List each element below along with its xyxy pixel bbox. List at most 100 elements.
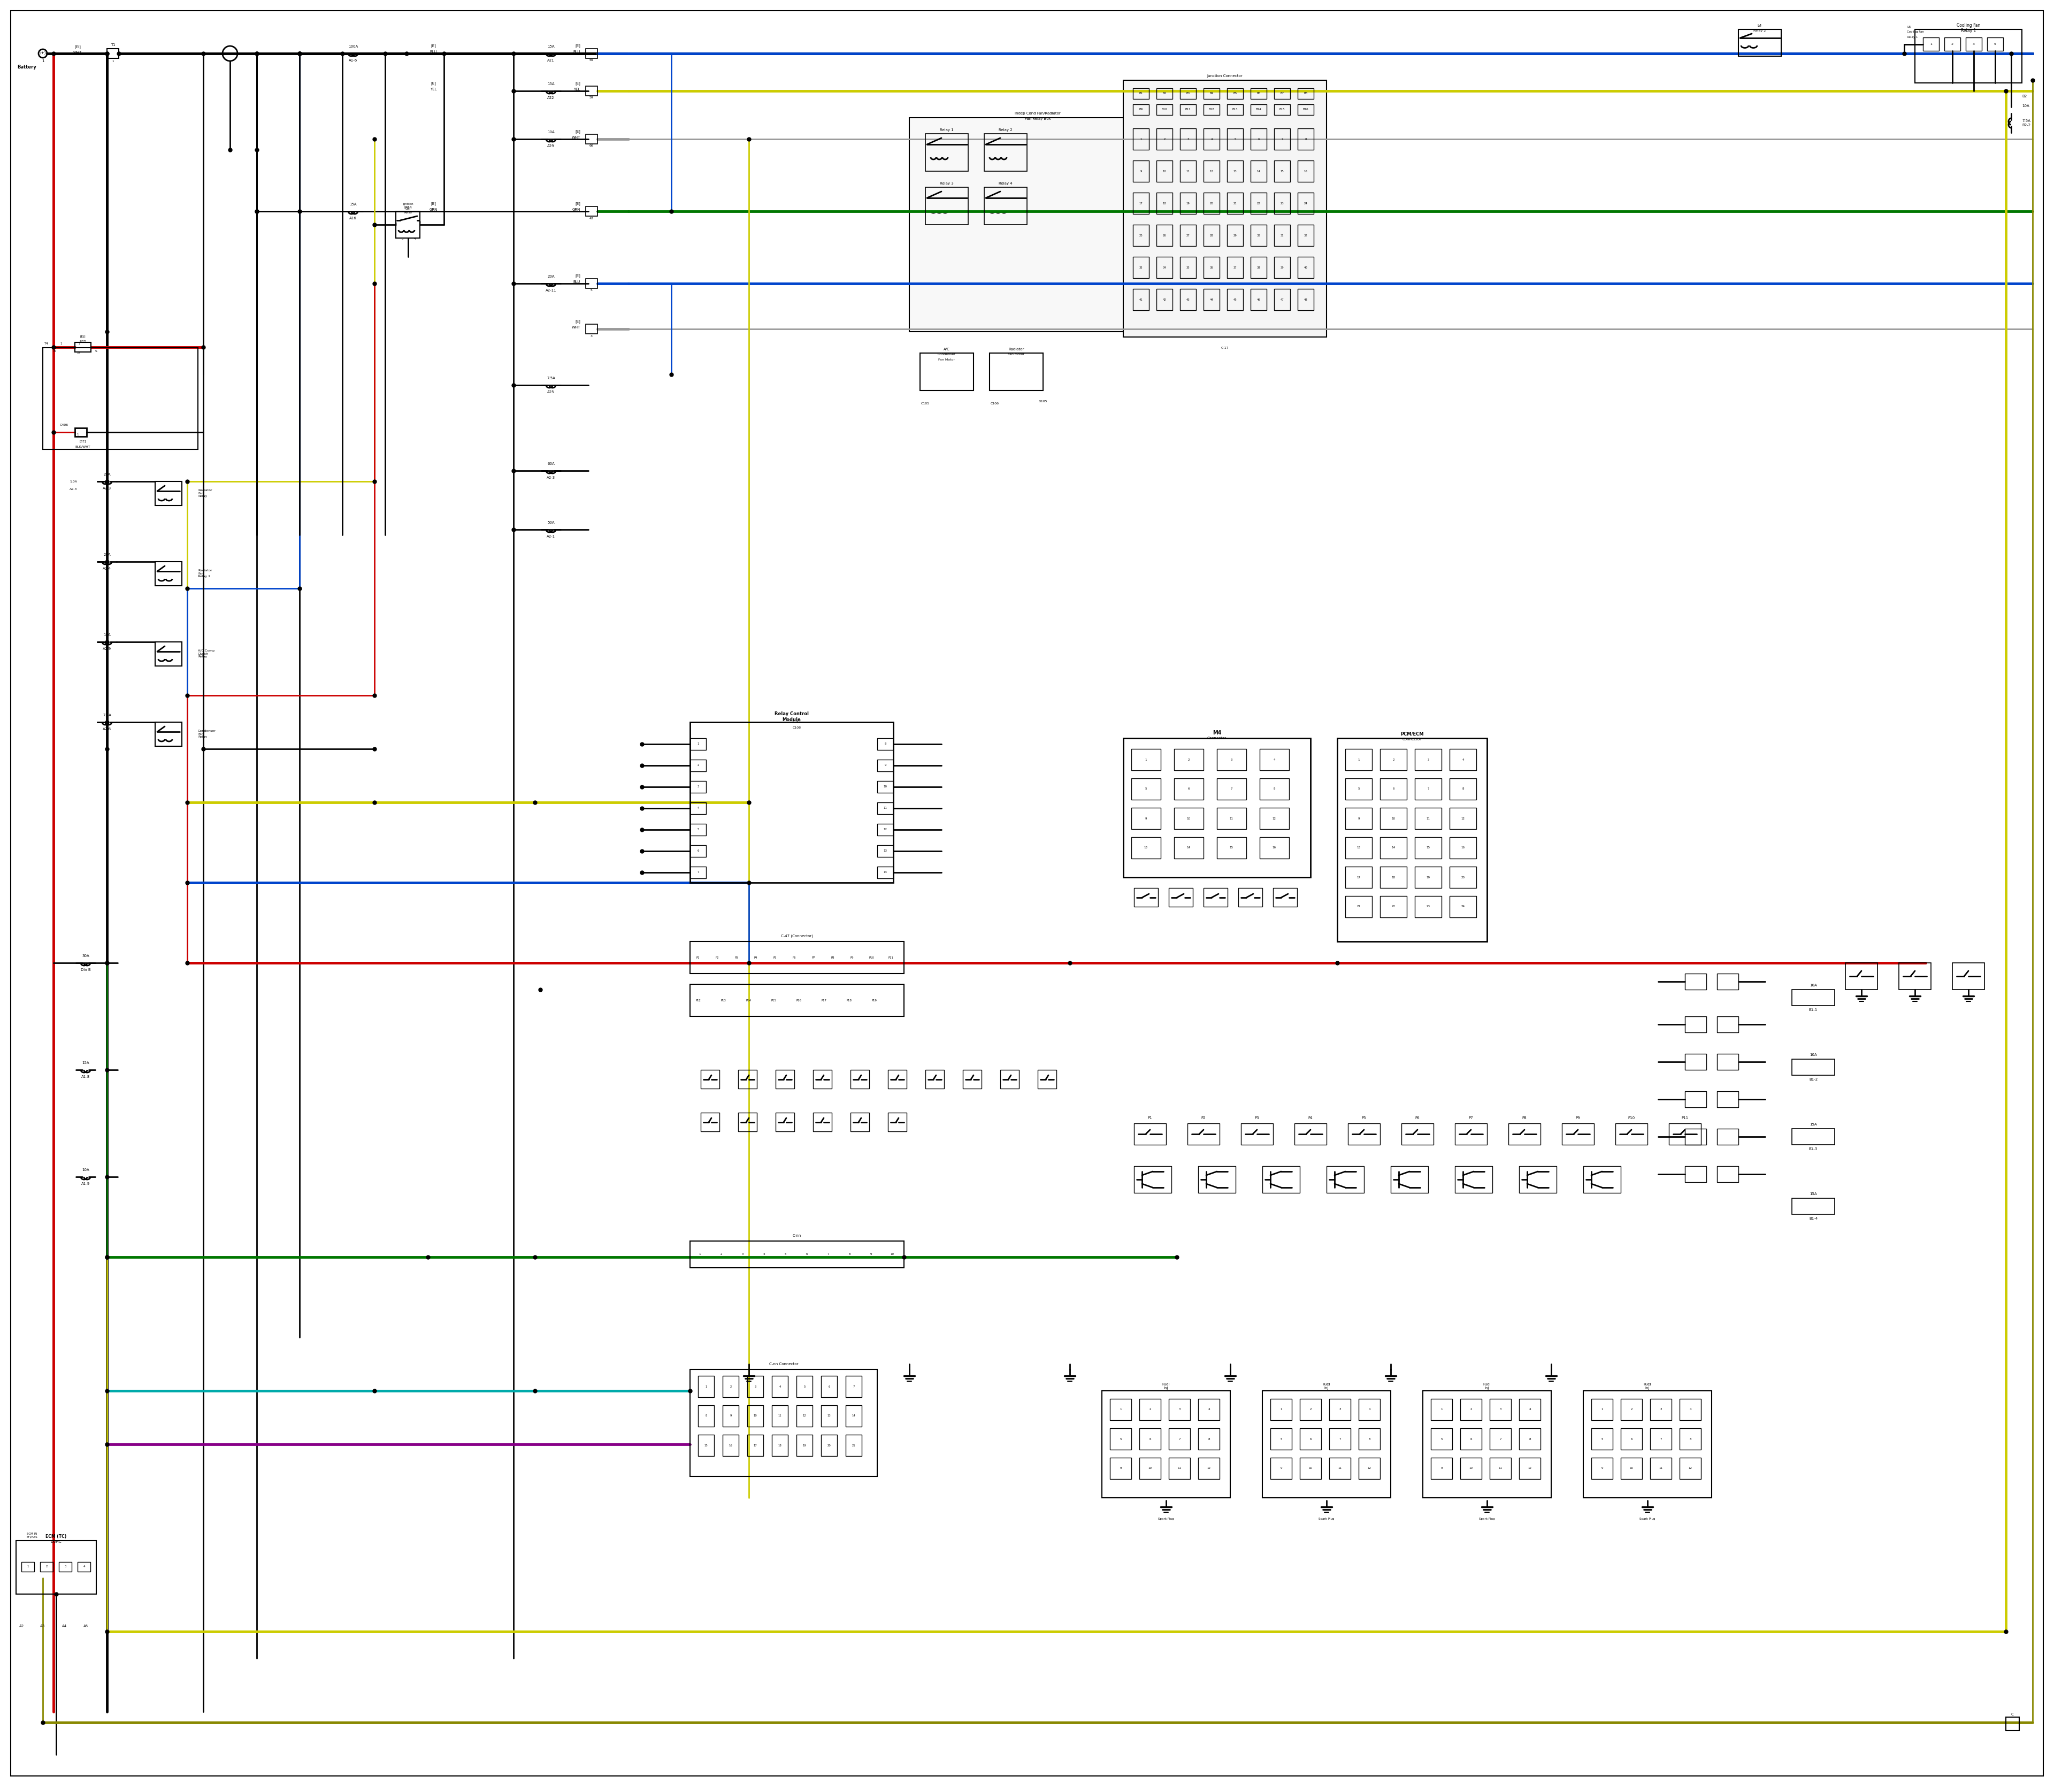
Text: 15A: 15A — [82, 1061, 88, 1064]
Bar — [1680, 1428, 1701, 1450]
Text: 12: 12 — [1688, 1468, 1692, 1469]
Bar — [1179, 224, 1195, 246]
Bar — [1621, 1428, 1641, 1450]
Bar — [1791, 989, 1834, 1005]
Bar — [698, 1376, 715, 1398]
Bar — [1179, 289, 1195, 310]
Bar — [1294, 1124, 1327, 1145]
Bar — [1717, 1016, 1738, 1032]
Text: Ignition: Ignition — [403, 202, 413, 206]
Text: 21: 21 — [1232, 202, 1237, 204]
Text: L4: L4 — [1758, 23, 1762, 27]
Text: 48: 48 — [1304, 297, 1308, 301]
Text: P19: P19 — [871, 998, 877, 1002]
Bar — [1298, 88, 1315, 99]
Text: WHT: WHT — [571, 136, 581, 140]
Text: 15A: 15A — [1810, 1124, 1818, 1125]
Bar — [1717, 1091, 1738, 1107]
Text: T4: T4 — [45, 342, 49, 346]
Bar — [690, 846, 707, 857]
Text: 5: 5 — [592, 289, 594, 292]
Bar — [1717, 1167, 1738, 1183]
Bar — [1520, 1457, 1540, 1478]
Text: 16: 16 — [1271, 846, 1276, 849]
Bar — [1423, 1391, 1551, 1498]
Bar — [107, 48, 119, 59]
Text: P10: P10 — [869, 957, 875, 959]
Bar — [984, 134, 1027, 172]
Text: A2: A2 — [18, 1625, 25, 1627]
Text: 3: 3 — [1972, 43, 1974, 47]
Text: 29: 29 — [1232, 235, 1237, 237]
Text: 15A: 15A — [1810, 1192, 1818, 1195]
Bar — [1684, 1167, 1707, 1183]
Text: 10A: 10A — [1810, 1054, 1818, 1057]
Bar — [877, 824, 893, 835]
Bar — [748, 1376, 764, 1398]
Text: Relay: Relay — [405, 211, 413, 215]
Text: 20A: 20A — [103, 473, 111, 477]
Text: A/C: A/C — [943, 348, 949, 351]
Bar — [1508, 1124, 1540, 1145]
Bar — [1380, 896, 1407, 918]
Text: 10: 10 — [1308, 1468, 1313, 1469]
Text: [E]: [E] — [575, 202, 581, 206]
Bar — [74, 342, 90, 351]
Text: 15A: 15A — [349, 202, 357, 206]
Bar — [1450, 867, 1477, 889]
Bar — [797, 1376, 813, 1398]
Bar — [1239, 889, 1263, 907]
Bar — [396, 211, 419, 238]
Bar — [2007, 1717, 2019, 1731]
Bar — [1380, 808, 1407, 830]
Text: Condenser
Fan
Relay: Condenser Fan Relay — [197, 729, 216, 738]
Bar — [1251, 161, 1267, 181]
Bar — [984, 186, 1027, 224]
Bar — [1259, 778, 1290, 799]
Text: 10A: 10A — [546, 131, 555, 134]
Bar — [1273, 192, 1290, 213]
Text: 24: 24 — [1460, 905, 1465, 909]
Bar — [877, 867, 893, 878]
Text: Fuel
Inj: Fuel Inj — [1483, 1382, 1491, 1389]
Text: 10: 10 — [883, 785, 887, 788]
Text: A2-11: A2-11 — [546, 289, 557, 292]
Text: 23: 23 — [1280, 202, 1284, 204]
Text: YEL: YEL — [573, 88, 581, 91]
Bar — [1592, 1400, 1612, 1421]
Bar — [1169, 1428, 1189, 1450]
Bar — [690, 984, 904, 1016]
Bar — [1179, 192, 1195, 213]
Text: 10: 10 — [1469, 1468, 1473, 1469]
Bar — [1680, 1400, 1701, 1421]
Bar — [1791, 1129, 1834, 1145]
Bar — [1134, 256, 1148, 278]
Bar — [1298, 161, 1315, 181]
Text: 15A: 15A — [546, 82, 555, 86]
Bar — [877, 738, 893, 751]
Bar — [1300, 1457, 1321, 1478]
Text: B2: B2 — [1163, 91, 1167, 95]
Bar — [1241, 1124, 1273, 1145]
Bar — [1251, 224, 1267, 246]
Bar — [1251, 129, 1267, 151]
Text: 10: 10 — [1391, 817, 1395, 819]
Text: 27: 27 — [1187, 235, 1189, 237]
Text: BLU: BLU — [573, 50, 581, 54]
Bar — [1197, 1400, 1220, 1421]
Bar — [156, 482, 183, 505]
Bar — [1684, 1016, 1707, 1032]
Text: 36: 36 — [1210, 267, 1214, 269]
Bar — [1684, 1054, 1707, 1070]
Text: 3: 3 — [592, 335, 594, 337]
Bar — [1156, 104, 1173, 115]
Bar — [1204, 129, 1220, 151]
Bar — [1391, 1167, 1428, 1193]
Bar — [1592, 1428, 1612, 1450]
Text: 14: 14 — [1187, 846, 1191, 849]
Bar — [700, 1113, 719, 1131]
Bar — [1401, 1124, 1434, 1145]
Text: A2-3: A2-3 — [546, 477, 555, 478]
Text: 12: 12 — [883, 828, 887, 831]
Text: Fan Motor: Fan Motor — [1009, 353, 1025, 357]
